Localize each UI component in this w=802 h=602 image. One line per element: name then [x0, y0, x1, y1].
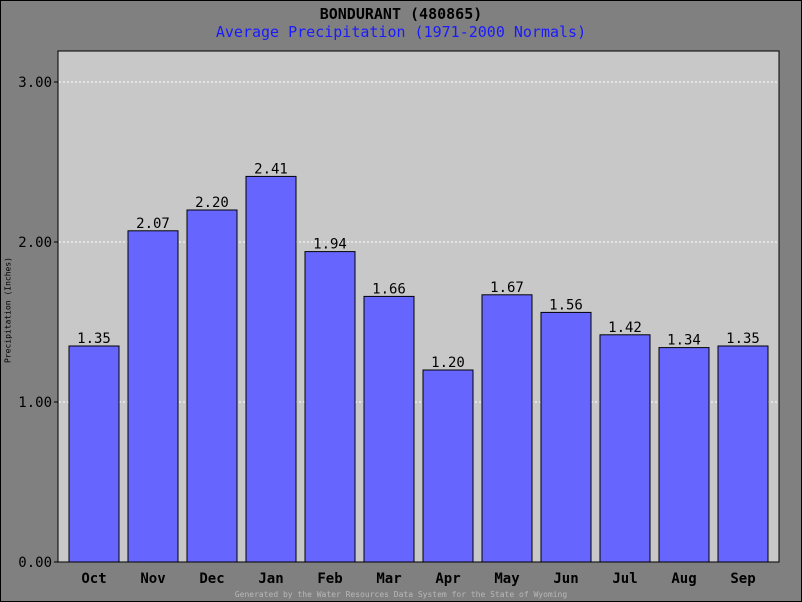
x-tick-label: May	[494, 571, 520, 587]
bar-apr	[422, 369, 474, 563]
x-tick-label: Aug	[671, 571, 696, 587]
x-tick-label: Apr	[435, 571, 460, 587]
data-label: 1.34	[667, 333, 701, 349]
x-tick-label: Feb	[317, 571, 342, 587]
bar-dec	[186, 209, 238, 563]
bar-jun	[540, 311, 592, 563]
y-tick-label: 2.00	[18, 235, 52, 251]
bar-jul	[599, 334, 651, 563]
y-tick-label: 3.00	[18, 75, 52, 91]
x-axis-labels: Oct Nov Dec Jan Feb Mar Apr May Jun Jul Aug Sep	[81, 571, 755, 587]
bar-feb	[304, 251, 356, 563]
data-label: 1.56	[549, 297, 583, 313]
data-label: 1.42	[608, 320, 642, 336]
bar-aug	[658, 347, 710, 563]
data-label: 1.94	[313, 237, 347, 253]
data-label: 2.41	[254, 161, 288, 177]
footer-note: Generated by the Water Resources Data Sy…	[234, 590, 568, 599]
data-label: 1.66	[372, 281, 406, 297]
x-tick-label: Sep	[730, 571, 755, 587]
data-label: 2.07	[136, 216, 170, 232]
bar-oct	[68, 345, 120, 563]
y-tick-label: 0.00	[18, 555, 52, 571]
x-tick-label: Jul	[612, 571, 637, 587]
chart-title: BONDURANT (480865)	[319, 5, 483, 23]
x-tick-label: Dec	[199, 571, 224, 587]
x-tick-label: Jun	[553, 571, 578, 587]
data-label: 1.35	[77, 331, 111, 347]
data-label: 1.20	[431, 355, 465, 371]
bar-sep	[717, 345, 769, 563]
data-label: 1.35	[726, 331, 760, 347]
x-tick-label: Oct	[81, 571, 106, 587]
y-tick-label: 1.00	[18, 395, 52, 411]
y-axis-ticks: 0.00 1.00 2.00 3.00	[18, 75, 58, 571]
bar-mar	[363, 295, 415, 563]
bar-may	[481, 294, 533, 563]
x-tick-label: Jan	[258, 571, 283, 587]
x-tick-label: Mar	[376, 571, 401, 587]
bar-nov	[127, 230, 179, 563]
bars: 1.35 2.07 2.20 2.41 1.94 1.66 1.20 1.67 1.56 1.42…	[68, 161, 769, 563]
bar-jan	[245, 175, 297, 563]
x-tick-label: Nov	[140, 571, 165, 587]
data-label: 2.20	[195, 195, 229, 211]
chart-subtitle: Average Precipitation (1971-2000 Normals…	[215, 23, 587, 41]
data-label: 1.67	[490, 280, 524, 296]
